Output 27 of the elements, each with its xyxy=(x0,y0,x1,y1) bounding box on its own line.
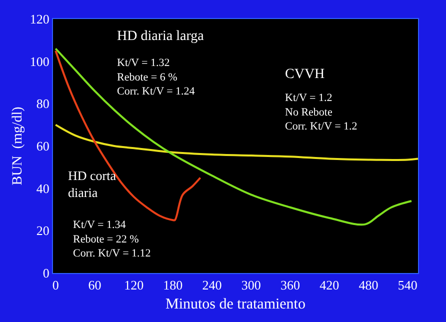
annotation: Kt/V = 1.32 Rebote = 6 % Corr. Kt/V = 1.24 xyxy=(117,57,196,98)
x-tick-label: 120 xyxy=(124,278,144,293)
y-tick-label: 20 xyxy=(36,223,50,238)
line-series xyxy=(54,50,202,222)
x-tick-label: 360 xyxy=(280,278,300,293)
annotation: Kt/V = 1.2 No Rebote Corr. Kt/V = 1.2 xyxy=(285,92,358,133)
annotation: CVVH xyxy=(285,67,325,82)
y-tick-label: 40 xyxy=(36,180,50,196)
x-tick-label: 240 xyxy=(202,278,222,293)
x-axis-title: Minutos de tratamiento xyxy=(166,296,306,313)
x-tick-label: 180 xyxy=(163,278,183,293)
y-tick-label: 120 xyxy=(30,12,50,27)
annotation: HD corta diaria xyxy=(68,168,116,200)
y-tick-label: 80 xyxy=(36,96,50,112)
y-tick-label: 0 xyxy=(42,266,50,281)
line-series xyxy=(54,124,418,162)
x-tick-label: 0 xyxy=(52,278,59,293)
y-tick-label: 60 xyxy=(36,138,50,154)
annotation: Kt/V = 1.34 Rebote = 22 % Corr. Kt/V = 1.12 xyxy=(73,219,151,260)
y-axis-title: BUN (mg/dl) xyxy=(10,106,26,186)
x-tick-label: 60 xyxy=(88,278,102,293)
x-tick-label: 420 xyxy=(320,278,340,293)
x-tick-label: 300 xyxy=(241,278,261,293)
annotation: HD diaria larga xyxy=(117,29,205,44)
y-tick-label: 100 xyxy=(30,54,50,69)
x-tick-label: 540 xyxy=(398,278,418,293)
x-tick-label: 480 xyxy=(358,278,378,293)
